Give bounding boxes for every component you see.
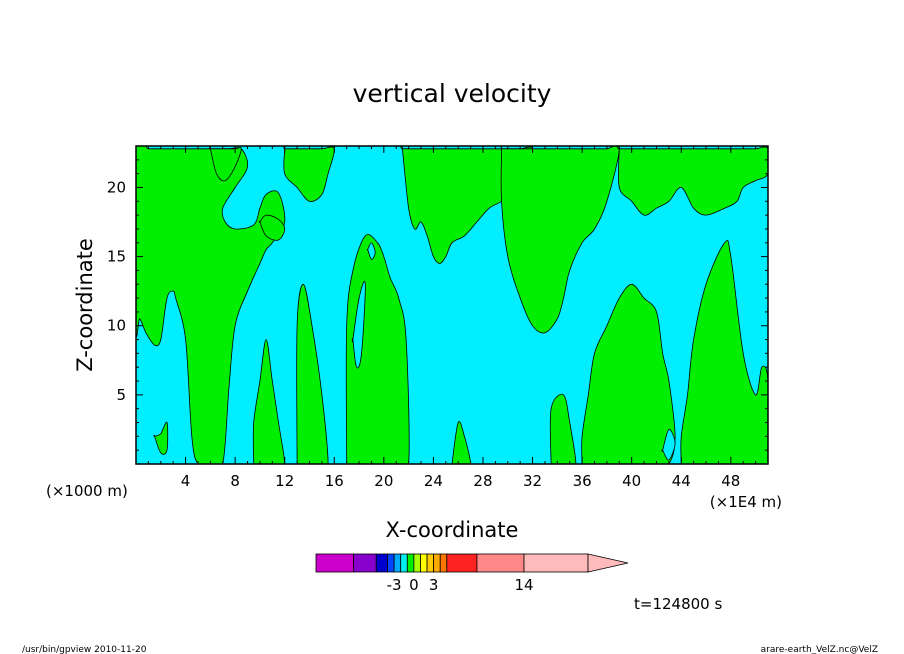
positive-region-10 [580,283,676,464]
positive-region-2 [209,146,242,182]
colorbar-tick-label: 3 [429,576,439,594]
x-tick-label: 40 [622,472,641,490]
colorbar-segment [315,553,355,573]
colorbar-tick-label: 0 [409,576,419,594]
negative-region-1 [351,280,366,369]
colorbar-tick-label: -3 [387,576,402,594]
x-tick-label: 32 [523,472,542,490]
colorbar-segment [406,553,415,573]
plot-frame [135,145,769,465]
chart-title: vertical velocity [353,79,552,108]
x-tick-label: 44 [672,472,691,490]
y-tick-label: 10 [107,317,126,335]
y-tick-label: 5 [116,386,126,404]
x-scale-note-left: (×1000 m) [46,482,128,500]
colorbar-tick-label: 14 [514,576,533,594]
positive-region-13 [549,393,577,464]
colorbar [315,553,629,573]
y-tick-label: 20 [107,178,126,196]
colorbar-segment [353,553,377,573]
positive-region-3 [283,146,335,202]
positive-region-11 [679,239,768,464]
colorbar-segment [426,553,435,573]
colorbar-segment [433,553,441,573]
x-tick-label: 16 [325,472,344,490]
y-axis: 5 10 15 20 [107,159,768,451]
positive-region-14 [451,421,472,464]
x-tick-label: 4 [181,472,191,490]
x-tick-label: 24 [424,472,443,490]
colorbar-segment [375,553,388,573]
positive-region-6 [296,283,329,464]
colorbar-segment [523,553,589,573]
colorbar-extend-arrow [587,553,629,573]
x-tick-label: 28 [473,472,492,490]
colorbar-segment [439,553,448,573]
footer-left: /usr/bin/gpview 2010-11-20 [22,645,147,654]
x-scale-note-right: (×1E4 m) [710,493,782,511]
colorbar-segment [400,553,408,573]
positive-region-4 [252,339,286,464]
x-tick-label: 12 [275,472,294,490]
footer-right: arare-earth_VelZ.nc@VelZ [761,645,878,654]
colorbar-segment [387,553,395,573]
x-tick-label: 20 [374,472,393,490]
x-axis-label: X-coordinate [386,518,519,542]
plot-area [135,145,769,465]
x-tick-label: 36 [573,472,592,490]
positive-region-15 [153,421,169,455]
colorbar-segment [413,553,421,573]
y-axis-label: Z-coordinate [73,238,97,372]
x-axis: 4 8 12 16 20 24 28 32 36 40 44 48 [147,146,757,490]
time-label: t=124800 s [634,595,722,613]
negative-region-3 [661,428,676,461]
colorbar-ticks: -3 0 3 14 [387,576,534,594]
colorbar-segment [476,553,525,573]
y-tick-label: 15 [107,248,126,266]
x-tick-label: 48 [721,472,740,490]
negative-region-2 [366,242,376,260]
x-tick-label: 8 [230,472,240,490]
positive-region-5 [258,214,286,241]
colorbar-segment [420,553,428,573]
colorbar-segment [393,553,402,573]
colorbar-segment [446,553,478,573]
